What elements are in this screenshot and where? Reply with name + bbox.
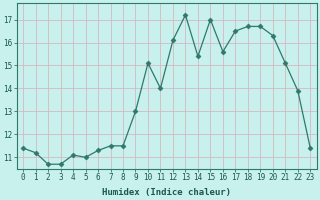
- X-axis label: Humidex (Indice chaleur): Humidex (Indice chaleur): [102, 188, 231, 197]
